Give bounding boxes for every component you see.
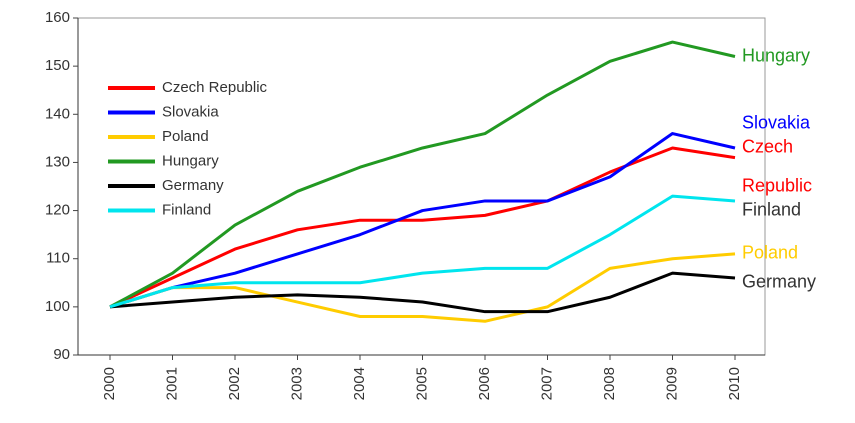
x-tick-label: 2007 <box>538 367 555 400</box>
x-tick-label: 2003 <box>288 367 305 400</box>
series-line <box>109 40 736 309</box>
annotation: Republic <box>742 175 812 195</box>
legend-label: Hungary <box>162 152 219 169</box>
annotation: Hungary <box>742 45 810 65</box>
x-tick-label: 2006 <box>476 367 493 400</box>
legend-label: Germany <box>162 177 224 194</box>
y-tick-label: 120 <box>45 202 70 219</box>
x-tick-label: 2009 <box>663 367 680 400</box>
series-line <box>109 252 736 323</box>
annotation: Poland <box>742 243 798 263</box>
y-tick-label: 90 <box>53 346 70 363</box>
legend-label: Poland <box>162 128 209 145</box>
series-line <box>109 146 736 309</box>
legend-label: Slovakia <box>162 103 219 120</box>
legend-label: Finland <box>162 201 211 218</box>
legend-label: Czech Republic <box>162 79 268 96</box>
y-tick-label: 110 <box>46 250 70 267</box>
x-tick-label: 2000 <box>101 367 118 400</box>
annotation: Germany <box>742 272 816 292</box>
x-tick-label: 2004 <box>351 367 368 400</box>
x-tick-label: 2001 <box>163 367 180 400</box>
y-tick-label: 100 <box>45 298 70 315</box>
x-tick-label: 2005 <box>413 367 430 400</box>
x-tick-label: 2008 <box>601 367 618 400</box>
annotation: Slovakia <box>742 113 811 133</box>
y-tick-label: 150 <box>45 57 70 74</box>
series-line <box>109 194 736 309</box>
y-tick-label: 140 <box>45 105 70 122</box>
x-tick-label: 2002 <box>226 367 243 400</box>
y-tick-label: 130 <box>45 153 70 170</box>
y-tick-label: 160 <box>45 9 70 26</box>
annotation: Finland <box>742 199 801 219</box>
series-line <box>109 271 736 314</box>
series-line <box>109 132 736 309</box>
x-tick-label: 2010 <box>726 367 743 400</box>
annotation: Czech <box>742 137 793 157</box>
